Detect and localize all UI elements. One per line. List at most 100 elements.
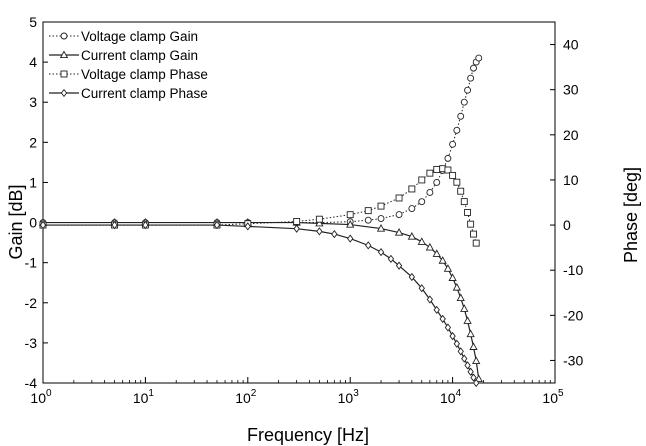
legend-label: Voltage clamp Gain [81,29,198,44]
data-point [244,222,251,231]
legend-marker [60,70,68,78]
data-point [433,305,440,315]
data-point [407,232,417,240]
y-right-tick-label: -10 [563,262,583,278]
data-point [408,205,416,212]
data-point [417,237,426,245]
data-point [460,304,469,312]
data-point [418,284,425,293]
x-tick-label: 100 [30,388,52,406]
data-point [472,356,481,364]
data-point [293,218,301,225]
data-point [460,198,468,206]
data-point [472,239,480,247]
data-point [470,230,477,238]
data-point [315,215,323,223]
data-point [433,166,441,174]
data-point [39,220,47,230]
y-right-tick-label: 30 [563,82,579,98]
data-point [449,171,457,179]
data-point [364,207,372,215]
data-point [469,342,478,350]
data-point [443,264,453,272]
series-line [43,57,480,224]
y-right-tick-label: 0 [563,217,571,233]
data-point [452,282,461,291]
series-current-clamp-phase [39,220,480,388]
legend-label: Current clamp Gain [81,48,198,63]
data-point [426,189,434,196]
data-point [475,54,483,62]
data-point [461,354,468,363]
data-point [457,347,464,356]
legend-label: Voltage clamp Phase [81,67,208,82]
data-point [464,361,471,370]
x-tick-label: 103 [338,388,360,406]
data-point [453,126,461,134]
x-tick-label: 105 [542,388,564,406]
data-point [466,329,475,338]
y-right-tick-label: -20 [563,307,583,323]
data-point [467,220,475,228]
legend-entry: Current clamp Phase [49,86,208,101]
data-point [395,261,403,270]
y-axis-label-right: Phase [deg] [621,167,641,263]
data-point [377,215,385,222]
legend-marker [59,50,69,59]
y-left-tick-label: 3 [29,94,37,110]
data-point [444,154,452,162]
y-left-tick-label: -2 [25,295,38,311]
data-point [346,220,355,228]
y-left-tick-label: 5 [29,14,37,30]
data-point [387,254,395,264]
y-left-tick-label: -4 [25,375,38,391]
data-point [457,112,465,120]
y-right-tick-label: 10 [563,172,579,188]
data-point [111,220,118,230]
legend-label: Current clamp Phase [81,86,208,101]
data-point [394,228,404,236]
legend-marker [60,88,68,98]
data-point [432,249,441,257]
data-point [467,367,474,376]
data-point [449,140,457,148]
y-right-tick-label: 20 [563,127,579,143]
series-line [43,221,480,380]
data-point [464,208,472,216]
data-point [453,178,461,186]
data-point [376,224,386,232]
data-point [426,169,434,177]
data-point [408,185,416,193]
y-left-tick-label: 1 [29,174,37,190]
series-line [43,224,477,384]
x-axis-label: Frequency [Hz] [247,425,369,445]
y-left-tick-label: 0 [29,215,37,231]
y-left-tick-label: -3 [25,335,38,351]
y-axis-label-left: Gain [dB] [6,184,26,259]
y-right-tick-label: 40 [563,37,579,53]
data-point [457,187,465,195]
x-tick-label: 102 [235,388,257,406]
data-point [418,198,426,206]
data-point [377,247,385,257]
data-point [460,98,468,106]
data-point [448,273,457,281]
data-point [426,295,434,304]
plot-frame [42,21,556,384]
data-point [439,314,446,324]
x-tick-label: 101 [133,388,155,406]
legend-entry: Current clamp Gain [49,48,198,63]
data-point [449,331,456,341]
data-point [331,229,338,239]
data-point [142,220,149,230]
data-point [364,216,372,224]
data-point [395,211,403,218]
x-tick-label: 104 [440,388,462,406]
data-point [467,74,475,82]
data-point [365,241,372,250]
data-point [464,86,472,94]
y-left-tick-label: 2 [29,134,37,150]
data-point [463,316,472,324]
data-point [377,202,385,210]
